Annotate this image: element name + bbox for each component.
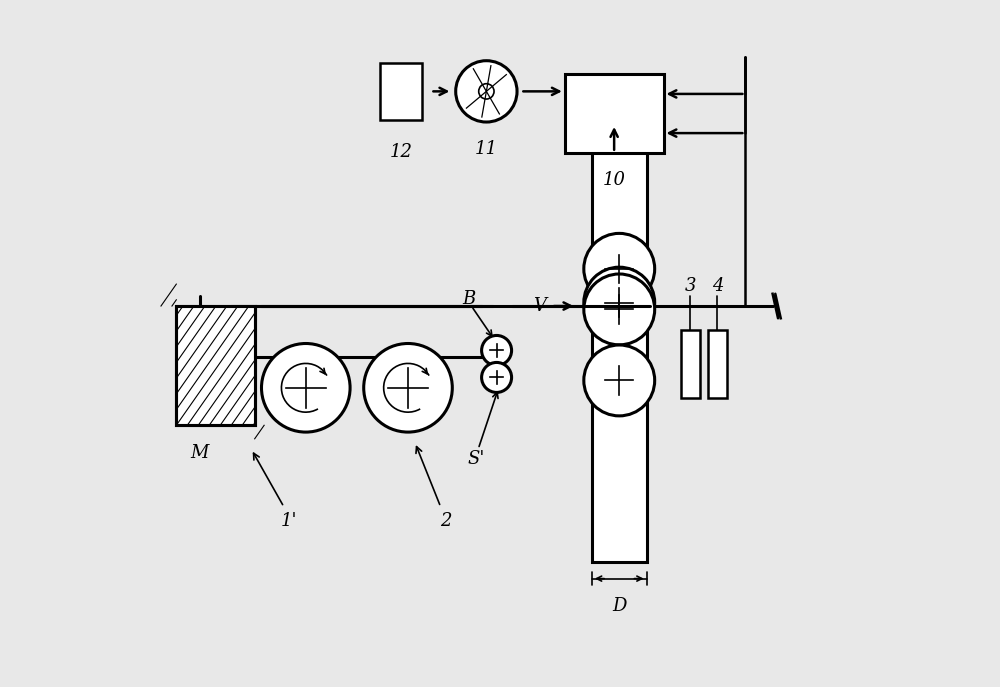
Circle shape bbox=[584, 234, 655, 304]
Text: 2: 2 bbox=[440, 512, 451, 530]
Bar bbox=[681, 330, 700, 398]
Text: V: V bbox=[533, 297, 546, 315]
Bar bbox=[565, 74, 664, 153]
Text: B: B bbox=[463, 290, 476, 308]
Text: S': S' bbox=[467, 451, 485, 469]
Text: 3: 3 bbox=[684, 277, 696, 295]
Circle shape bbox=[479, 84, 494, 99]
Bar bbox=[592, 126, 647, 561]
Circle shape bbox=[584, 345, 655, 416]
Bar bbox=[176, 306, 255, 425]
Circle shape bbox=[261, 344, 350, 432]
Bar bbox=[380, 63, 422, 120]
Bar bbox=[176, 306, 255, 425]
Circle shape bbox=[456, 60, 517, 122]
Circle shape bbox=[482, 363, 512, 392]
Text: M: M bbox=[191, 444, 209, 462]
Text: 4: 4 bbox=[712, 277, 723, 295]
Text: 1': 1' bbox=[281, 512, 297, 530]
Text: D: D bbox=[612, 597, 626, 615]
Text: 10: 10 bbox=[603, 171, 626, 189]
Circle shape bbox=[482, 335, 512, 365]
Circle shape bbox=[584, 267, 655, 338]
Text: 12: 12 bbox=[390, 144, 413, 161]
Text: 11: 11 bbox=[475, 140, 498, 158]
Bar bbox=[708, 330, 727, 398]
Circle shape bbox=[584, 274, 655, 345]
Circle shape bbox=[364, 344, 452, 432]
